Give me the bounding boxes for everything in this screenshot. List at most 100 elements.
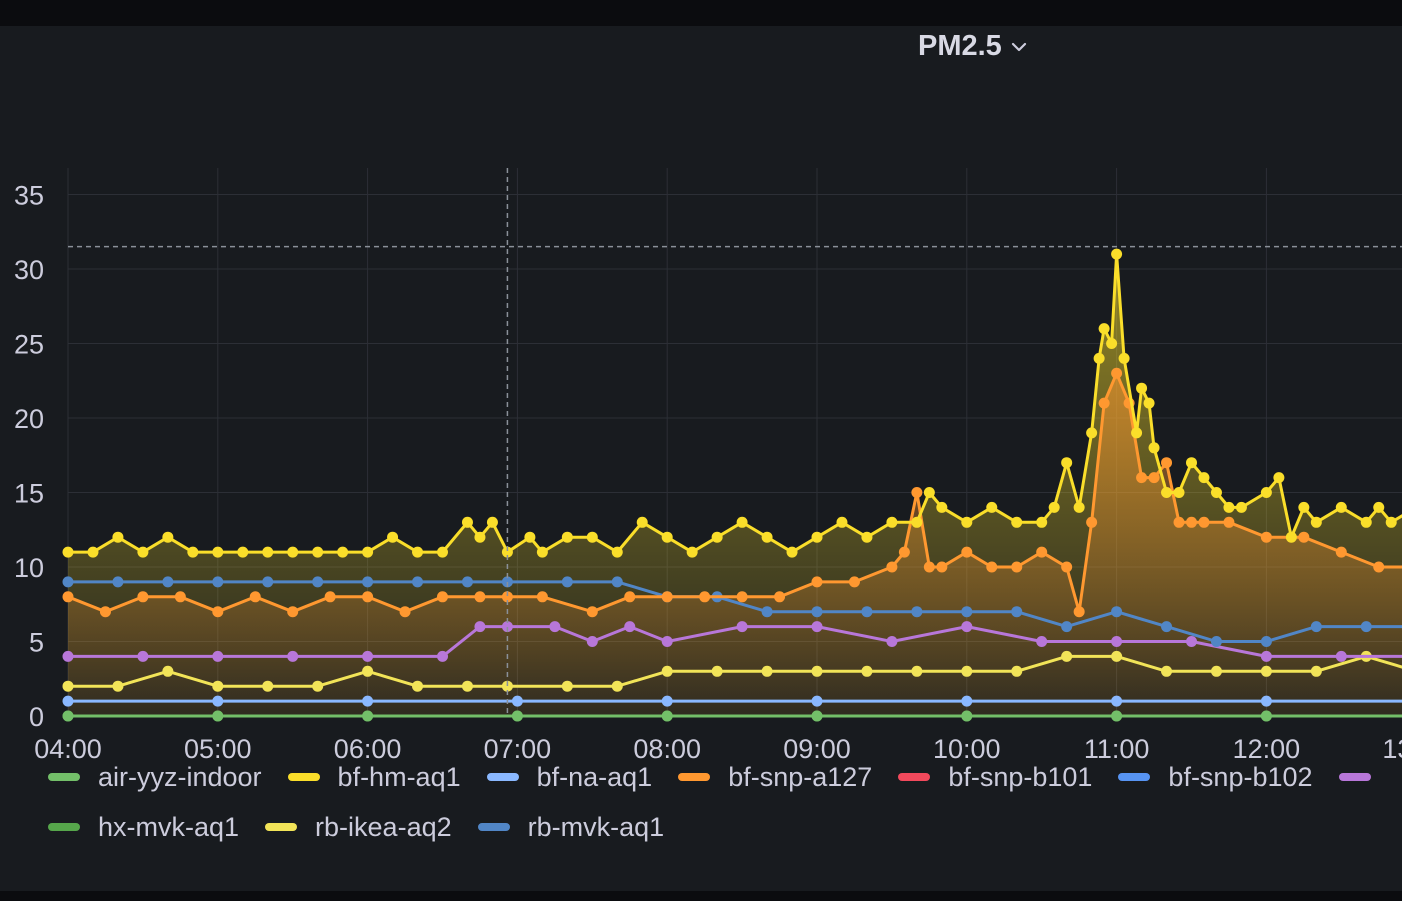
y-tick-label: 25	[14, 330, 44, 360]
data-point	[501, 576, 513, 588]
data-point	[362, 710, 374, 722]
data-point	[262, 546, 274, 558]
data-point	[1136, 472, 1148, 484]
data-point	[961, 546, 973, 558]
y-tick-label: 20	[14, 404, 44, 434]
legend-item-purple-series[interactable]	[1338, 773, 1389, 781]
legend-swatch	[1338, 773, 1371, 781]
y-tick-label: 5	[29, 628, 44, 658]
data-point	[62, 650, 74, 662]
data-point	[62, 576, 74, 588]
data-point	[162, 665, 174, 677]
data-point	[1235, 501, 1247, 513]
x-tick-label: 13:00	[1382, 734, 1402, 764]
data-point	[699, 591, 711, 603]
legend-item-rb-mvk-aq1[interactable]: rb-mvk-aq1	[477, 812, 664, 843]
data-point	[1111, 695, 1123, 707]
data-point	[1061, 561, 1073, 573]
data-point	[861, 665, 873, 677]
data-point	[611, 546, 623, 558]
data-point	[1385, 516, 1397, 528]
data-point	[337, 546, 349, 558]
legend-label: bf-snp-b102	[1168, 761, 1313, 792]
data-point	[461, 516, 473, 528]
panel-title-menu[interactable]: PM2.5	[918, 30, 1028, 63]
legend-item-bf-snp-b101[interactable]: bf-snp-b101	[898, 762, 1092, 793]
legend-item-hx-mvk-aq1[interactable]: hx-mvk-aq1	[48, 812, 239, 843]
data-point	[501, 621, 513, 633]
data-point	[861, 531, 873, 543]
x-tick-label: 11:00	[1084, 734, 1150, 764]
data-point	[1260, 531, 1272, 543]
data-point	[624, 591, 636, 603]
data-point	[911, 665, 923, 677]
y-tick-label: 30	[14, 255, 44, 285]
data-point	[162, 531, 174, 543]
data-point	[811, 576, 823, 588]
legend-swatch	[486, 773, 519, 781]
data-point	[137, 546, 149, 558]
legend-label: bf-snp-a127	[728, 761, 873, 792]
data-point	[561, 576, 573, 588]
data-point	[437, 650, 448, 662]
data-point	[1335, 650, 1347, 662]
data-point	[437, 546, 448, 558]
data-point	[137, 591, 149, 603]
panel-title: PM2.5	[918, 30, 1002, 62]
data-point	[848, 576, 860, 588]
legend-item-air-yyz-indoor[interactable]: air-yyz-indoor	[48, 762, 262, 793]
x-tick-label: 07:00	[484, 734, 552, 764]
x-tick-label: 12:00	[1233, 734, 1301, 764]
data-point	[811, 695, 823, 707]
data-point	[99, 606, 111, 618]
data-point	[661, 531, 673, 543]
data-point	[287, 650, 299, 662]
data-point	[1011, 606, 1023, 618]
data-point	[1098, 397, 1110, 409]
data-point	[661, 665, 673, 677]
data-point	[1093, 352, 1105, 364]
data-point	[212, 680, 224, 692]
legend-label: air-yyz-indoor	[98, 761, 262, 792]
data-point	[1148, 472, 1160, 484]
data-point	[736, 516, 748, 528]
data-point	[1210, 665, 1222, 677]
data-point	[811, 606, 823, 618]
legend-swatch	[477, 823, 510, 831]
data-point	[1048, 501, 1060, 513]
legend-item-bf-snp-a127[interactable]: bf-snp-a127	[678, 762, 872, 793]
data-point	[586, 531, 598, 543]
data-point	[1260, 710, 1272, 722]
legend-label: rb-ikea-aq2	[315, 811, 452, 842]
data-point	[911, 487, 923, 498]
data-point	[312, 576, 324, 588]
data-point	[1310, 516, 1322, 528]
data-point	[1223, 501, 1235, 513]
data-point	[62, 710, 74, 722]
top-bar	[0, 0, 1402, 26]
data-point	[461, 680, 473, 692]
data-point	[898, 546, 910, 558]
data-point	[811, 531, 823, 543]
data-point	[1186, 636, 1197, 647]
data-point	[501, 680, 513, 692]
data-point	[936, 501, 948, 513]
legend-item-bf-na-aq1[interactable]: bf-na-aq1	[486, 762, 652, 793]
data-point	[1310, 665, 1322, 677]
data-point	[212, 695, 224, 707]
x-tick-label: 04:00	[34, 734, 102, 764]
data-point	[1373, 561, 1385, 573]
chevron-down-icon	[1010, 38, 1028, 56]
data-point	[961, 695, 973, 707]
legend-item-bf-hm-aq1[interactable]: bf-hm-aq1	[287, 762, 461, 793]
data-point	[362, 695, 374, 707]
legend-swatch	[48, 773, 80, 781]
legend-item-bf-snp-b102[interactable]: bf-snp-b102	[1118, 761, 1313, 793]
legend-item-rb-ikea-aq2[interactable]: rb-ikea-aq2	[265, 812, 452, 843]
data-point	[1260, 650, 1272, 662]
data-point	[511, 710, 523, 722]
data-point	[886, 561, 898, 573]
data-point	[1118, 352, 1130, 364]
data-point	[711, 665, 723, 677]
